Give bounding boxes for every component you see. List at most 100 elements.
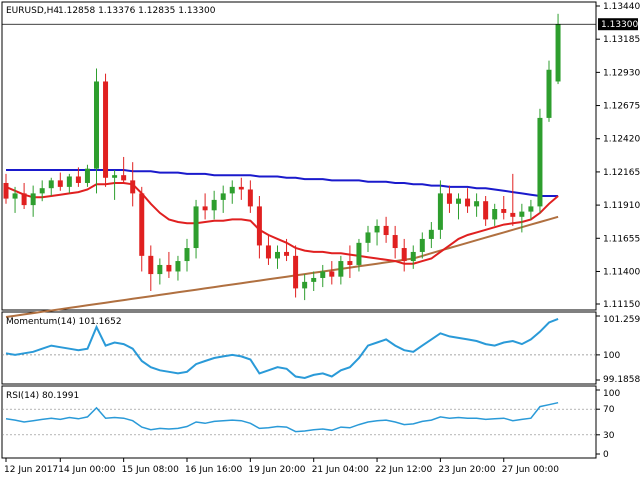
price-tick-label: 1.13440 [603,2,640,12]
candle [229,180,235,204]
candle [501,195,507,220]
price-tick-label: 1.12420 [603,135,640,145]
candle [338,255,344,285]
candle [21,182,27,210]
candle-body [456,198,461,204]
candle-body [229,186,235,194]
candle [211,190,217,220]
candle [410,245,416,269]
candle-body [347,261,353,265]
moving-averages [5,169,559,318]
candle [30,185,36,217]
candle-body [275,251,280,259]
rsi-line [5,401,559,433]
candle-body [211,199,217,211]
candle-body [84,168,90,183]
candle-body [12,193,18,199]
candle [75,167,81,187]
candle-body [365,232,371,243]
time-tick-label: 12 Jun 2017 [4,465,58,475]
rsi-label: RSI(14) 80.1991 [6,391,79,401]
price-tick-label: 1.12165 [603,168,640,178]
price-tick-label: 1.11150 [603,300,640,310]
candle [247,180,253,213]
candle-body [166,264,172,272]
momentum-indicator [2,317,596,380]
candle-body [157,264,163,275]
candle-body [75,176,81,183]
candle-body [419,238,425,252]
time-axis: 12 Jun 2017 14 Jun 00:00 15 Jun 08:00 16 Ju… [4,458,559,475]
candle-body [130,180,136,194]
candle [428,222,434,249]
candle [446,185,452,213]
candle [392,225,398,259]
candlesticks [3,13,561,301]
price-tick-label: 1.11910 [603,201,640,211]
time-tick-label: 16 Jun 16:00 [185,465,242,475]
candle [510,173,516,226]
candle-body [519,211,525,217]
candle [302,274,308,301]
candle [293,245,299,298]
candle-body [57,180,63,187]
time-tick-label: 15 Jun 08:00 [122,465,179,475]
candle [202,193,208,220]
candle-body [320,271,326,278]
candle [329,261,335,285]
current-price-marker-box [598,18,638,31]
candle-body [410,251,416,262]
candle-body [401,248,407,262]
candle-body [437,193,443,230]
candle-body [121,175,127,181]
candle [166,251,172,278]
candle-body [66,176,72,187]
candle [465,188,471,213]
candle-body [356,242,362,265]
candle [139,186,145,272]
candle [148,245,154,291]
candle [103,73,109,187]
time-tick-label: 23 Jun 20:00 [438,465,495,475]
rsi-tick-label: 0 [603,450,609,460]
candle-body [247,189,253,207]
current-price-marker: 1.13300 [601,20,638,30]
candle [39,180,45,202]
candle [275,245,280,269]
candle [121,156,127,183]
candle-body [103,81,109,178]
time-tick-label: 22 Jun 12:00 [375,465,432,475]
candle [483,195,489,226]
candle [130,162,136,207]
candle-body [329,271,335,277]
candle-body [3,182,9,199]
candle [519,203,525,233]
momentum-line [5,317,559,380]
rsi-tick-label: 70 [603,405,615,415]
candle [3,173,9,204]
candle [66,173,72,194]
candle [284,238,290,262]
candle-body [392,235,398,249]
candle-body [546,69,552,118]
ma-mid-line [6,169,559,197]
candle [193,199,199,259]
candle [220,185,226,213]
candle [347,245,353,278]
candle [238,177,244,200]
candle [474,193,480,217]
time-tick-label: 14 Jun 00:00 [58,465,115,475]
momentum-axis: 101.2595 100 99.1858 [596,315,640,385]
momentum-tick-label: 100 [603,351,620,361]
candle [374,219,380,246]
price-tick-label: 1.12930 [603,68,640,78]
candle-body [338,261,344,277]
candle-body [537,117,543,207]
candle [383,216,389,243]
candle-body [483,201,489,220]
candle-body [265,245,271,259]
candle-body [474,201,480,207]
candle-body [175,261,181,272]
candle-body [501,209,507,213]
